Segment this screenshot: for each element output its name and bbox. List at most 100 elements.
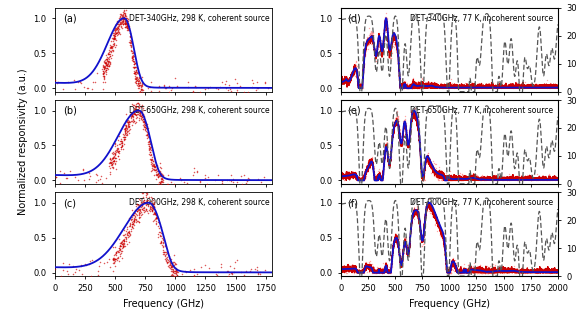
- Point: [392, 115, 402, 119]
- Point: [347, 267, 356, 272]
- Point: [421, 155, 431, 160]
- Point: [416, 86, 425, 91]
- Point: [112, 250, 121, 255]
- Point: [147, 202, 156, 207]
- Point: [144, 142, 154, 147]
- Point: [384, 50, 394, 55]
- Point: [118, 19, 128, 24]
- Point: [165, 260, 174, 265]
- Point: [110, 45, 119, 50]
- Point: [120, 22, 129, 27]
- Point: [120, 127, 129, 132]
- Point: [416, 83, 425, 88]
- Point: [143, 125, 152, 130]
- Point: [127, 55, 136, 60]
- Point: [413, 209, 423, 214]
- Point: [143, 130, 152, 135]
- Point: [101, 56, 110, 61]
- Point: [455, 270, 465, 275]
- Point: [158, 236, 168, 241]
- Point: [405, 133, 414, 138]
- Point: [103, 58, 112, 63]
- Point: [383, 147, 392, 152]
- Point: [413, 122, 423, 127]
- Point: [367, 270, 376, 275]
- Point: [122, 25, 131, 30]
- Point: [383, 26, 392, 31]
- Point: [413, 84, 423, 89]
- Point: [428, 213, 438, 218]
- Point: [121, 12, 130, 17]
- Point: [380, 25, 390, 30]
- Point: [394, 71, 403, 76]
- Point: [247, 85, 257, 90]
- Point: [113, 20, 123, 25]
- Point: [221, 276, 230, 281]
- Point: [399, 241, 408, 246]
- Point: [116, 240, 125, 245]
- Point: [340, 74, 349, 79]
- Point: [156, 224, 165, 229]
- Point: [123, 241, 132, 246]
- Point: [392, 115, 401, 119]
- Point: [492, 83, 501, 88]
- Point: [149, 163, 158, 168]
- Point: [407, 85, 417, 90]
- Point: [386, 149, 395, 154]
- Point: [418, 86, 427, 91]
- Point: [447, 178, 456, 183]
- Point: [124, 119, 134, 124]
- Point: [450, 174, 460, 179]
- Point: [478, 268, 487, 273]
- Point: [115, 242, 124, 247]
- Point: [458, 174, 468, 179]
- Point: [428, 212, 437, 217]
- Point: [114, 258, 124, 263]
- Point: [428, 166, 437, 171]
- Point: [119, 17, 128, 22]
- Point: [55, 169, 64, 174]
- Point: [396, 86, 405, 91]
- Point: [406, 228, 415, 233]
- Point: [118, 10, 128, 15]
- Point: [224, 272, 234, 277]
- Point: [147, 201, 156, 206]
- Point: [402, 241, 411, 246]
- Point: [137, 116, 146, 121]
- Point: [370, 49, 379, 54]
- Point: [397, 83, 406, 88]
- Point: [355, 81, 365, 86]
- Point: [431, 174, 440, 179]
- Point: [484, 270, 493, 275]
- Point: [388, 124, 398, 129]
- Point: [417, 169, 426, 174]
- Point: [383, 32, 392, 37]
- Point: [112, 146, 121, 151]
- Point: [128, 53, 138, 58]
- Point: [135, 111, 144, 116]
- Point: [377, 43, 386, 48]
- Point: [101, 63, 110, 68]
- Point: [149, 163, 158, 168]
- Point: [225, 92, 235, 97]
- Point: [483, 270, 492, 275]
- Point: [359, 69, 368, 74]
- Point: [121, 18, 130, 23]
- Point: [368, 270, 377, 275]
- Point: [169, 275, 178, 280]
- Point: [147, 163, 157, 168]
- Point: [423, 159, 432, 164]
- Point: [420, 178, 429, 183]
- Point: [470, 270, 479, 275]
- Point: [132, 76, 141, 81]
- Point: [114, 27, 123, 32]
- Point: [134, 115, 143, 120]
- Point: [140, 126, 149, 131]
- Point: [436, 178, 445, 183]
- Point: [198, 183, 207, 188]
- Point: [429, 209, 439, 214]
- Point: [132, 115, 141, 120]
- Point: [374, 269, 383, 274]
- Point: [402, 136, 412, 141]
- Point: [487, 270, 496, 275]
